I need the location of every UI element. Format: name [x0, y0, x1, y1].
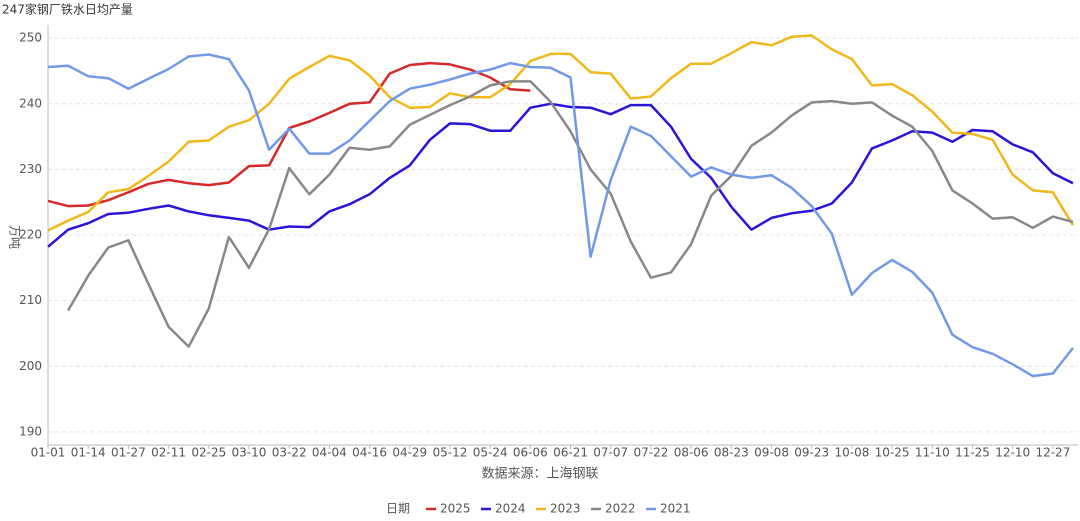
- x-tick-label: 08-06: [674, 446, 709, 460]
- y-tick-label: 250: [19, 31, 42, 45]
- x-tick-label: 03-10: [232, 446, 267, 460]
- x-tick-label: 11-25: [955, 446, 990, 460]
- x-tick-label: 02-25: [191, 446, 226, 460]
- x-tick-label: 03-22: [272, 446, 307, 460]
- series-line: [47, 102, 1074, 248]
- series-line: [47, 53, 1074, 378]
- x-tick-label: 07-22: [634, 446, 669, 460]
- x-tick-label: 10-25: [875, 446, 910, 460]
- x-tick-label: 06-06: [513, 446, 548, 460]
- x-tick-label: 11-10: [915, 446, 950, 460]
- y-tick-label: 240: [19, 96, 42, 110]
- y-tick-label: 190: [19, 424, 42, 438]
- series-line: [67, 80, 1074, 348]
- x-tick-label: 02-11: [151, 446, 186, 460]
- legend-label: 2024: [495, 502, 526, 516]
- legend-title: 日期: [386, 502, 410, 516]
- y-tick-label: 200: [19, 359, 42, 373]
- x-tick-label: 05-12: [433, 446, 468, 460]
- legend-label: 2023: [550, 502, 581, 516]
- x-tick-label: 01-27: [111, 446, 146, 460]
- y-tick-label: 230: [19, 162, 42, 176]
- x-tick-label: 04-16: [352, 446, 387, 460]
- chart-title: 247家钢厂铁水日均产量: [2, 2, 133, 17]
- x-tick-label: 09-08: [754, 446, 789, 460]
- x-tick-label: 08-23: [714, 446, 749, 460]
- x-axis-label: 数据来源：上海钢联: [481, 467, 598, 482]
- y-axis-label: 万吨: [8, 225, 22, 249]
- x-tick-label: 04-29: [392, 446, 427, 460]
- x-tick-label: 01-01: [31, 446, 66, 460]
- x-tick-label: 04-04: [312, 446, 347, 460]
- series-line: [47, 34, 1075, 232]
- x-tick-label: 12-10: [995, 446, 1030, 460]
- x-tick-label: 07-07: [593, 446, 628, 460]
- x-tick-label: 01-14: [71, 446, 106, 460]
- legend-label: 2022: [605, 502, 636, 516]
- legend-label: 2021: [660, 502, 691, 516]
- x-tick-label: 09-23: [794, 446, 829, 460]
- x-tick-label: 06-21: [553, 446, 588, 460]
- x-tick-label: 05-24: [473, 446, 508, 460]
- y-tick-label: 220: [19, 228, 42, 242]
- x-tick-label: 12-27: [1035, 446, 1070, 460]
- x-tick-label: 10-08: [834, 446, 869, 460]
- legend-label: 2025: [440, 502, 471, 516]
- y-tick-label: 210: [19, 293, 42, 307]
